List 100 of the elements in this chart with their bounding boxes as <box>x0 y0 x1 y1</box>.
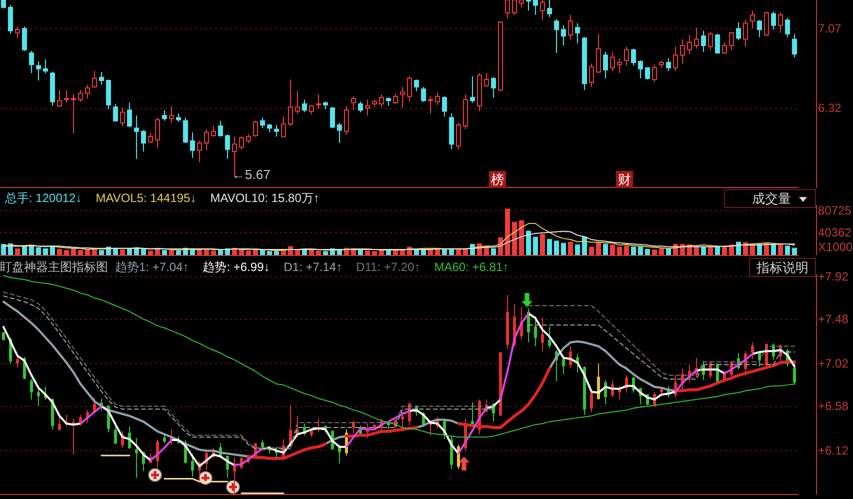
bar <box>309 250 314 255</box>
candlestick <box>162 110 167 122</box>
bar <box>85 249 90 255</box>
candlestick <box>660 387 663 396</box>
bar <box>554 240 559 255</box>
bar <box>638 246 643 255</box>
bar <box>442 248 447 255</box>
bar <box>267 251 272 255</box>
candlestick <box>751 342 754 360</box>
candlestick <box>323 101 328 110</box>
candlestick <box>701 30 706 52</box>
candlestick <box>687 34 692 55</box>
candlestick <box>449 112 454 150</box>
candlestick <box>85 84 90 100</box>
candlestick <box>477 72 482 112</box>
candlestick <box>547 0 552 18</box>
bar <box>386 250 391 255</box>
candlestick <box>568 14 573 40</box>
candlestick <box>393 94 398 104</box>
candlestick <box>22 26 27 52</box>
candlestick <box>498 20 503 92</box>
candlestick <box>267 123 272 133</box>
y-tick-label: 7.07 <box>818 22 842 36</box>
bar <box>708 246 713 255</box>
bar <box>582 236 587 255</box>
candlestick <box>141 130 146 152</box>
bar <box>624 246 629 255</box>
candlestick <box>519 0 524 8</box>
bar <box>603 244 608 255</box>
candlestick <box>722 42 727 55</box>
bar <box>575 244 580 255</box>
candlestick <box>386 96 391 106</box>
bar <box>141 248 146 255</box>
text: MA60: +6.81↑ <box>434 260 509 274</box>
candlestick <box>590 390 593 413</box>
bar <box>428 249 433 255</box>
candlestick <box>534 316 537 347</box>
candlestick <box>645 67 650 80</box>
candlestick <box>596 33 601 74</box>
bar <box>526 230 531 255</box>
candlestick <box>540 0 545 21</box>
bar <box>148 250 153 255</box>
candlestick <box>680 38 685 64</box>
bar <box>547 238 552 255</box>
candlestick <box>792 33 797 58</box>
candlestick <box>338 444 341 464</box>
candlestick <box>8 4 13 34</box>
candlestick <box>659 60 664 68</box>
candlestick <box>617 58 622 74</box>
candlestick <box>561 24 566 46</box>
bar <box>533 236 538 255</box>
candlestick <box>499 352 502 416</box>
candlestick <box>562 355 565 375</box>
candlestick <box>344 105 349 136</box>
candlestick <box>435 92 440 106</box>
candlestick <box>16 356 19 368</box>
candlestick <box>183 117 188 144</box>
bar <box>456 249 461 255</box>
bar <box>57 248 62 255</box>
bar <box>771 244 776 255</box>
candlestick <box>506 294 509 350</box>
candlestick <box>71 94 76 134</box>
annotation: ←5.67 <box>232 167 270 182</box>
candlestick <box>57 90 62 108</box>
candlestick <box>638 60 643 79</box>
candlestick <box>281 116 286 138</box>
candlestick <box>533 0 538 16</box>
bar <box>43 248 48 255</box>
candlestick <box>114 426 117 444</box>
bar <box>491 248 496 255</box>
candlestick <box>288 78 293 127</box>
bar <box>302 250 307 255</box>
candlestick <box>50 72 55 106</box>
candlestick <box>190 132 195 158</box>
bar <box>645 248 650 255</box>
candlestick <box>316 94 321 110</box>
bar <box>316 250 321 255</box>
bar <box>652 249 657 255</box>
candlestick <box>505 0 510 19</box>
candlestick <box>330 106 335 129</box>
bar <box>666 248 671 255</box>
text: D1: +7.14↑ <box>284 260 342 274</box>
candlestick <box>764 11 769 37</box>
bar <box>218 250 223 255</box>
y-tick-label: +6.12 <box>818 444 849 458</box>
candlestick <box>135 438 138 478</box>
candlestick <box>694 27 699 50</box>
candlestick <box>191 453 194 478</box>
candlestick <box>253 120 258 138</box>
bar <box>15 248 20 255</box>
candlestick <box>358 101 363 113</box>
bar <box>778 244 783 255</box>
line-series <box>3 230 795 250</box>
candlestick <box>351 96 356 111</box>
annotation: 榜 <box>491 172 504 187</box>
bar <box>610 244 615 255</box>
candlestick <box>1 0 6 9</box>
text: MAVOL5: 144195↓ <box>96 191 196 205</box>
candlestick <box>113 103 118 122</box>
candlestick <box>463 94 468 130</box>
